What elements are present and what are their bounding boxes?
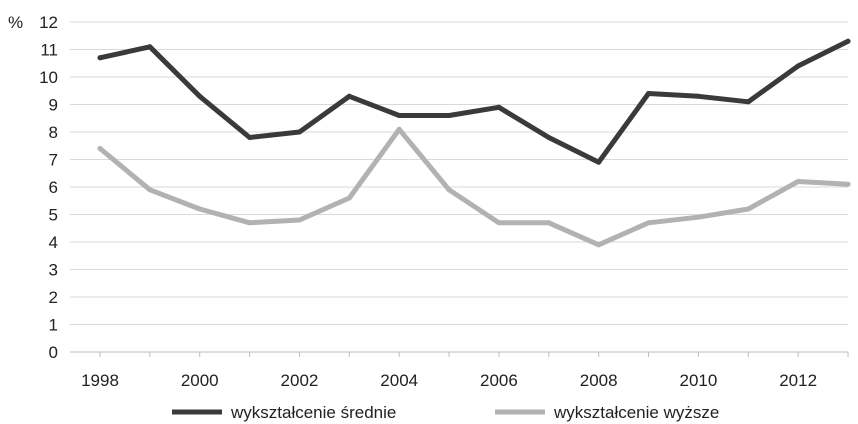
data-point bbox=[97, 55, 103, 61]
y-tick-label: 6 bbox=[49, 178, 58, 197]
data-point bbox=[147, 44, 153, 50]
data-point bbox=[546, 220, 552, 226]
data-point bbox=[695, 93, 701, 99]
x-tick-label: 2010 bbox=[679, 371, 717, 390]
data-point bbox=[795, 179, 801, 184]
data-point bbox=[396, 126, 402, 132]
data-point bbox=[496, 104, 502, 110]
y-tick-label: 10 bbox=[39, 68, 58, 87]
data-point bbox=[546, 135, 552, 140]
data-point bbox=[197, 93, 203, 99]
data-point bbox=[446, 187, 452, 193]
data-point bbox=[97, 146, 103, 151]
data-point bbox=[646, 91, 652, 96]
legend-label: wykształcenie wyższe bbox=[553, 403, 719, 422]
data-point bbox=[147, 187, 153, 193]
data-point bbox=[845, 181, 851, 187]
data-point bbox=[646, 220, 652, 226]
y-tick-label: 2 bbox=[49, 288, 58, 307]
y-tick-label: 9 bbox=[49, 96, 58, 115]
data-point bbox=[446, 113, 452, 118]
data-point bbox=[396, 113, 402, 118]
y-tick-label: 3 bbox=[49, 261, 58, 280]
x-tick-label: 2000 bbox=[181, 371, 219, 390]
data-point bbox=[346, 93, 352, 99]
data-point bbox=[247, 135, 253, 140]
x-tick-label: 2006 bbox=[480, 371, 518, 390]
gridlines bbox=[70, 21, 848, 353]
x-tick-label: 2002 bbox=[281, 371, 319, 390]
data-point bbox=[346, 195, 352, 201]
data-point bbox=[247, 220, 253, 226]
data-point bbox=[197, 206, 203, 212]
series-line-2 bbox=[97, 126, 851, 248]
data-point bbox=[596, 159, 602, 165]
series-lines bbox=[97, 38, 851, 248]
data-point bbox=[596, 242, 602, 248]
y-tick-label: 11 bbox=[40, 41, 58, 60]
y-tick-label: 1 bbox=[49, 316, 58, 335]
data-point bbox=[296, 217, 302, 223]
data-point bbox=[845, 38, 851, 44]
x-tick-label: 2008 bbox=[580, 371, 618, 390]
x-tick-label: 1998 bbox=[81, 371, 119, 390]
data-point bbox=[795, 63, 801, 69]
y-tick-label: 0 bbox=[49, 343, 58, 362]
data-point bbox=[695, 214, 701, 220]
y-tick-label: 8 bbox=[49, 123, 58, 142]
y-tick-label: 5 bbox=[49, 206, 58, 225]
data-point bbox=[496, 220, 502, 226]
legend: wykształcenie średnie wykształcenie wyższ… bbox=[172, 403, 719, 422]
x-tick-label: 2004 bbox=[380, 371, 418, 390]
y-tick-label: 4 bbox=[49, 233, 58, 252]
y-tick-label: 12 bbox=[39, 13, 58, 32]
data-point bbox=[745, 206, 751, 212]
y-axis-unit-label: % bbox=[8, 13, 23, 32]
y-tick-label: 7 bbox=[49, 151, 58, 170]
series-line-1 bbox=[97, 38, 851, 165]
x-tick-label: 2012 bbox=[779, 371, 817, 390]
data-point bbox=[745, 99, 751, 105]
data-point bbox=[296, 129, 302, 135]
x-axis: 1998 2000 2002 2004 2006 2008 2010 2012 bbox=[81, 352, 849, 390]
legend-label: wykształcenie średnie bbox=[230, 403, 396, 422]
